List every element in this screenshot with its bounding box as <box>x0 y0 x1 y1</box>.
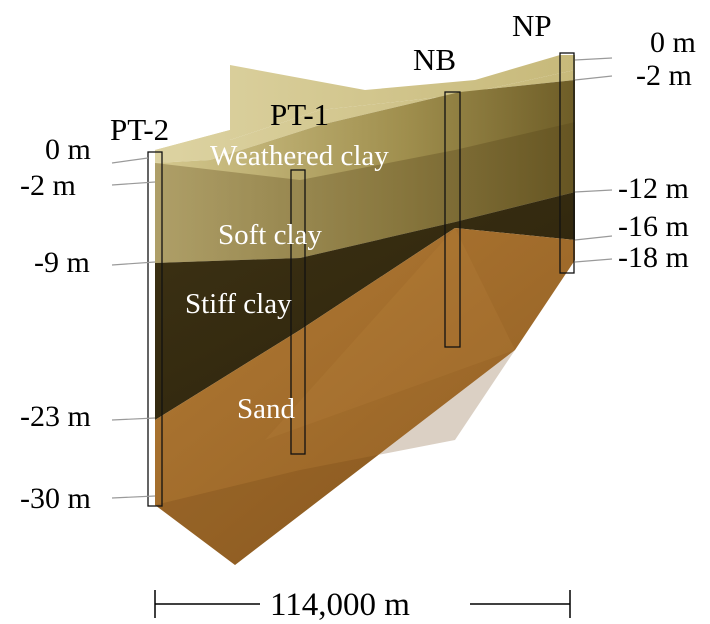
borehole-nb <box>444 91 461 348</box>
layer-label-stiff-clay: Stiff clay <box>185 288 292 320</box>
depth-left-30m: -30 m <box>20 482 91 515</box>
label-np: NP <box>512 8 552 43</box>
leader-right-12m <box>574 189 613 193</box>
layer-label-sand: Sand <box>237 393 296 425</box>
depth-left-23m: -23 m <box>20 400 91 433</box>
depth-right-2m: -2 m <box>636 59 692 92</box>
leader-right-16m <box>574 235 613 241</box>
borehole-np <box>559 52 575 274</box>
sand-shading-2 <box>265 228 515 440</box>
leader-right-0m <box>574 57 613 61</box>
depth-left-9m: -9 m <box>34 246 90 279</box>
leader-left-23m <box>111 417 156 421</box>
scale-bar-label: 114,000 m <box>270 587 410 623</box>
leader-left-2m <box>111 181 156 186</box>
label-pt1: PT-1 <box>270 97 329 132</box>
borehole-pt2 <box>147 151 163 507</box>
depth-right-18m: -18 m <box>618 241 689 274</box>
label-nb: NB <box>413 42 456 77</box>
layer-soft-clay <box>155 122 575 263</box>
depth-left-2m: -2 m <box>20 169 76 202</box>
top-surface <box>155 55 575 160</box>
layer-sand <box>155 228 575 565</box>
depth-right-12m: -12 m <box>618 172 689 205</box>
leader-right-18m <box>574 258 613 263</box>
depth-left-0m: 0 m <box>45 133 91 166</box>
depth-right-0m: 0 m <box>650 26 696 59</box>
borehole-pt1 <box>290 169 306 455</box>
leader-left-9m <box>111 261 156 266</box>
layer-label-weathered-clay: Weathered clay <box>210 140 389 172</box>
leader-right-2m <box>574 75 613 81</box>
leader-left-30m <box>111 495 156 499</box>
sand-shading <box>155 350 515 565</box>
leader-left-0m <box>111 157 149 164</box>
layer-label-soft-clay: Soft clay <box>218 219 322 251</box>
layer-weathered-clay <box>155 70 575 163</box>
layer-stiff-clay <box>155 192 575 420</box>
label-pt2: PT-2 <box>110 112 169 147</box>
depth-right-16m: -16 m <box>618 210 689 243</box>
